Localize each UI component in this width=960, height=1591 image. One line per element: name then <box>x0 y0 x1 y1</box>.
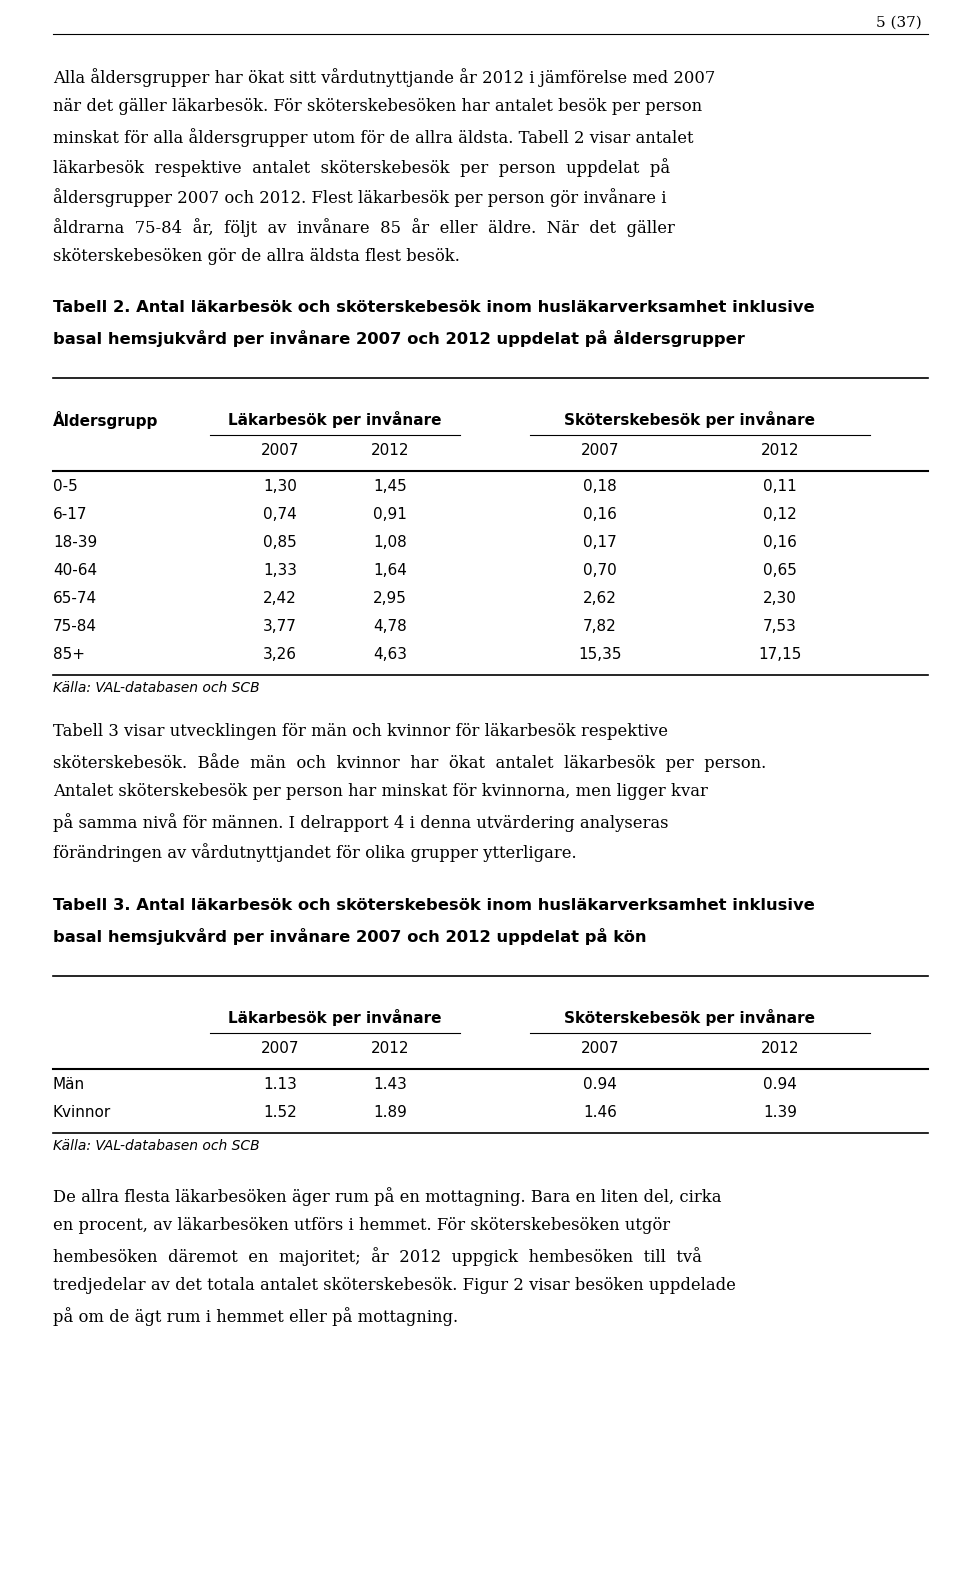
Text: 0,18: 0,18 <box>583 479 617 493</box>
Text: 2012: 2012 <box>371 442 409 458</box>
Text: 40-64: 40-64 <box>53 563 97 578</box>
Text: 2007: 2007 <box>581 1041 619 1056</box>
Text: 65-74: 65-74 <box>53 590 97 606</box>
Text: Tabell 3 visar utvecklingen för män och kvinnor för läkarbesök respektive: Tabell 3 visar utvecklingen för män och … <box>53 722 668 740</box>
Text: 0,11: 0,11 <box>763 479 797 493</box>
Text: Läkarbesök per invånare: Läkarbesök per invånare <box>228 410 442 428</box>
Text: 2,30: 2,30 <box>763 590 797 606</box>
Text: Män: Män <box>53 1077 85 1091</box>
Text: 2012: 2012 <box>371 1041 409 1056</box>
Text: Sköterskebesök per invånare: Sköterskebesök per invånare <box>564 410 815 428</box>
Text: 2,42: 2,42 <box>263 590 297 606</box>
Text: åldrarna  75-84  år,  följt  av  invånare  85  år  eller  äldre.  När  det  gäll: åldrarna 75-84 år, följt av invånare 85 … <box>53 218 675 237</box>
Text: Tabell 3. Antal läkarbesök och sköterskebesök inom husläkarverksamhet inklusive: Tabell 3. Antal läkarbesök och sköterske… <box>53 897 815 913</box>
Text: på samma nivå för männen. I delrapport 4 i denna utvärdering analyseras: på samma nivå för männen. I delrapport 4… <box>53 813 668 832</box>
Text: 18-39: 18-39 <box>53 535 97 550</box>
Text: 0-5: 0-5 <box>53 479 78 493</box>
Text: Källa: VAL-databasen och SCB: Källa: VAL-databasen och SCB <box>53 1139 259 1153</box>
Text: 7,82: 7,82 <box>583 619 617 633</box>
Text: 2012: 2012 <box>760 442 800 458</box>
Text: basal hemsjukvård per invånare 2007 och 2012 uppdelat på kön: basal hemsjukvård per invånare 2007 och … <box>53 928 646 945</box>
Text: läkarbesök  respektive  antalet  sköterskebesök  per  person  uppdelat  på: läkarbesök respektive antalet sköterskeb… <box>53 158 670 177</box>
Text: 0,85: 0,85 <box>263 535 297 550</box>
Text: basal hemsjukvård per invånare 2007 och 2012 uppdelat på åldersgrupper: basal hemsjukvård per invånare 2007 och … <box>53 329 745 347</box>
Text: 0,65: 0,65 <box>763 563 797 578</box>
Text: Kvinnor: Kvinnor <box>53 1106 111 1120</box>
Text: 75-84: 75-84 <box>53 619 97 633</box>
Text: tredjedelar av det totala antalet sköterskebesök. Figur 2 visar besöken uppdelad: tredjedelar av det totala antalet sköter… <box>53 1278 736 1293</box>
Text: 1.43: 1.43 <box>373 1077 407 1091</box>
Text: sköterskebesöken gör de allra äldsta flest besök.: sköterskebesöken gör de allra äldsta fle… <box>53 248 460 266</box>
Text: Åldersgrupp: Åldersgrupp <box>53 410 158 430</box>
Text: Sköterskebesök per invånare: Sköterskebesök per invånare <box>564 1009 815 1026</box>
Text: 5 (37): 5 (37) <box>876 16 922 30</box>
Text: 4,63: 4,63 <box>373 648 407 662</box>
Text: 1,33: 1,33 <box>263 563 297 578</box>
Text: en procent, av läkarbesöken utförs i hemmet. För sköterskebesöken utgör: en procent, av läkarbesöken utförs i hem… <box>53 1217 670 1235</box>
Text: 0.94: 0.94 <box>763 1077 797 1091</box>
Text: De allra flesta läkarbesöken äger rum på en mottagning. Bara en liten del, cirka: De allra flesta läkarbesöken äger rum på… <box>53 1187 722 1206</box>
Text: 0.94: 0.94 <box>583 1077 617 1091</box>
Text: 1.13: 1.13 <box>263 1077 297 1091</box>
Text: 3,77: 3,77 <box>263 619 297 633</box>
Text: minskat för alla åldersgrupper utom för de allra äldsta. Tabell 2 visar antalet: minskat för alla åldersgrupper utom för … <box>53 127 693 146</box>
Text: 2,95: 2,95 <box>373 590 407 606</box>
Text: 15,35: 15,35 <box>578 648 622 662</box>
Text: när det gäller läkarbesök. För sköterskebesöken har antalet besök per person: när det gäller läkarbesök. För sköterske… <box>53 99 702 115</box>
Text: på om de ägt rum i hemmet eller på mottagning.: på om de ägt rum i hemmet eller på motta… <box>53 1306 458 1325</box>
Text: Läkarbesök per invånare: Läkarbesök per invånare <box>228 1009 442 1026</box>
Text: 17,15: 17,15 <box>758 648 802 662</box>
Text: 2012: 2012 <box>760 1041 800 1056</box>
Text: 1.52: 1.52 <box>263 1106 297 1120</box>
Text: 1,45: 1,45 <box>373 479 407 493</box>
Text: 1.39: 1.39 <box>763 1106 797 1120</box>
Text: Tabell 2. Antal läkarbesök och sköterskebesök inom husläkarverksamhet inklusive: Tabell 2. Antal läkarbesök och sköterske… <box>53 301 815 315</box>
Text: 0,91: 0,91 <box>373 508 407 522</box>
Text: Alla åldersgrupper har ökat sitt vårdutnyttjande år 2012 i jämförelse med 2007: Alla åldersgrupper har ökat sitt vårdutn… <box>53 68 715 88</box>
Text: förändringen av vårdutnyttjandet för olika grupper ytterligare.: förändringen av vårdutnyttjandet för oli… <box>53 843 577 862</box>
Text: 2007: 2007 <box>261 1041 300 1056</box>
Text: 1.89: 1.89 <box>373 1106 407 1120</box>
Text: 1,64: 1,64 <box>373 563 407 578</box>
Text: sköterskebesök.  Både  män  och  kvinnor  har  ökat  antalet  läkarbesök  per  p: sköterskebesök. Både män och kvinnor har… <box>53 753 766 772</box>
Text: 0,17: 0,17 <box>583 535 617 550</box>
Text: åldersgrupper 2007 och 2012. Flest läkarbesök per person gör invånare i: åldersgrupper 2007 och 2012. Flest läkar… <box>53 188 666 207</box>
Text: 0,74: 0,74 <box>263 508 297 522</box>
Text: 1,30: 1,30 <box>263 479 297 493</box>
Text: 1.46: 1.46 <box>583 1106 617 1120</box>
Text: 0,16: 0,16 <box>583 508 617 522</box>
Text: 0,70: 0,70 <box>583 563 617 578</box>
Text: 7,53: 7,53 <box>763 619 797 633</box>
Text: 85+: 85+ <box>53 648 85 662</box>
Text: 6-17: 6-17 <box>53 508 87 522</box>
Text: 2007: 2007 <box>261 442 300 458</box>
Text: 1,08: 1,08 <box>373 535 407 550</box>
Text: 0,16: 0,16 <box>763 535 797 550</box>
Text: Källa: VAL-databasen och SCB: Källa: VAL-databasen och SCB <box>53 681 259 695</box>
Text: 4,78: 4,78 <box>373 619 407 633</box>
Text: Antalet sköterskebesök per person har minskat för kvinnorna, men ligger kvar: Antalet sköterskebesök per person har mi… <box>53 783 708 800</box>
Text: 3,26: 3,26 <box>263 648 297 662</box>
Text: hembesöken  däremot  en  majoritet;  år  2012  uppgick  hembesöken  till  två: hembesöken däremot en majoritet; år 2012… <box>53 1247 702 1266</box>
Text: 2007: 2007 <box>581 442 619 458</box>
Text: 0,12: 0,12 <box>763 508 797 522</box>
Text: 2,62: 2,62 <box>583 590 617 606</box>
